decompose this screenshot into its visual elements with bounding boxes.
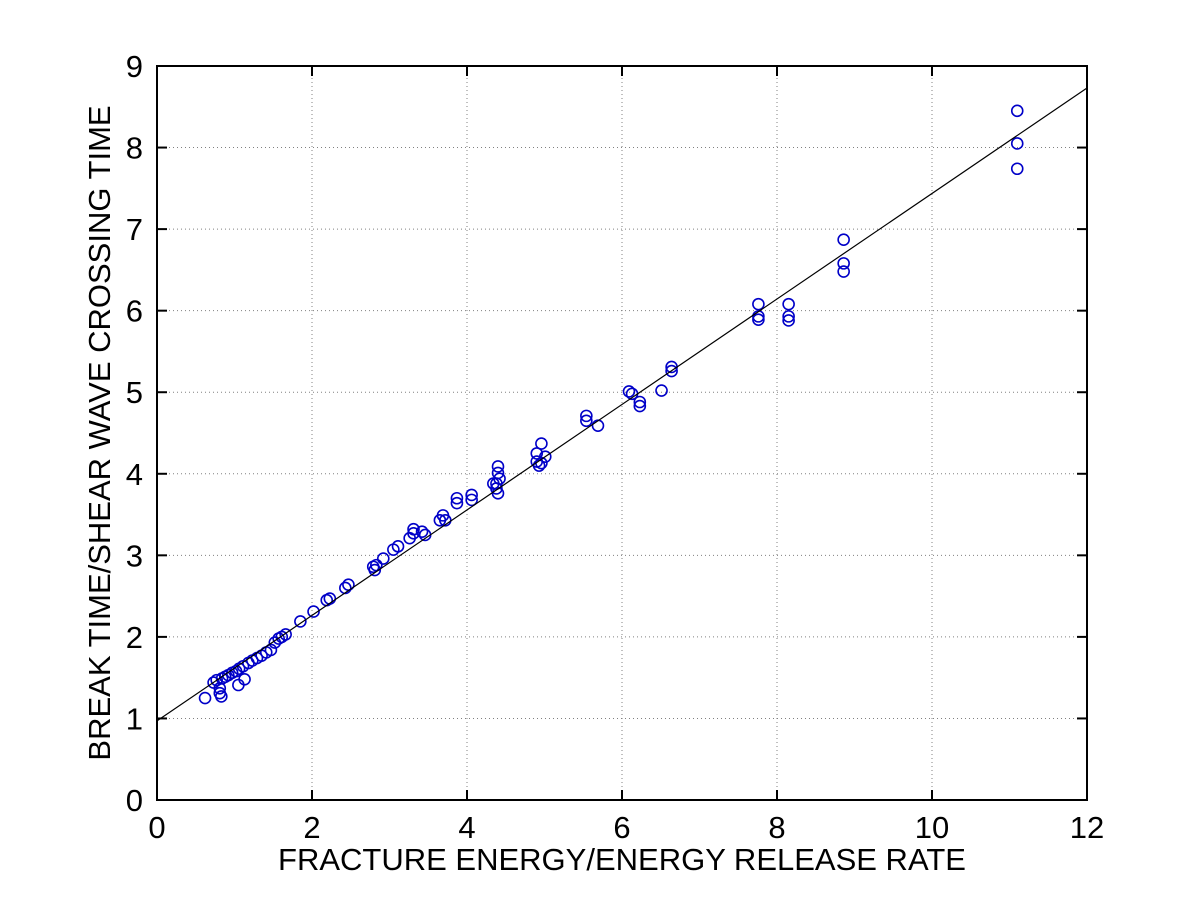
data-point	[215, 690, 228, 703]
data-point	[376, 552, 390, 565]
data-point	[591, 419, 605, 432]
x-tick-label: 2	[303, 810, 320, 845]
y-tick-label: 4	[126, 457, 143, 492]
data-point	[532, 459, 546, 472]
data-point	[1010, 137, 1024, 150]
data-point	[407, 522, 420, 536]
data-point	[450, 491, 464, 505]
data-point	[238, 672, 251, 686]
data-point	[491, 487, 505, 500]
y-tick-label: 5	[126, 375, 143, 410]
data-point	[782, 297, 795, 311]
x-axis-label: FRACTURE ENERGY/ENERGY RELEASE RATE	[278, 842, 966, 877]
x-tick-label: 6	[613, 810, 630, 845]
y-tick-label: 6	[126, 294, 143, 329]
linear-fit	[156, 87, 1088, 722]
data-point	[633, 395, 647, 409]
data-points	[198, 104, 1024, 705]
x-tick-label: 8	[768, 810, 785, 845]
data-point	[530, 447, 544, 460]
data-point	[752, 297, 765, 311]
data-point	[837, 257, 850, 270]
data-point	[580, 414, 593, 428]
data-point	[633, 399, 647, 413]
data-point	[1010, 162, 1024, 176]
data-point	[837, 233, 850, 247]
data-point	[837, 265, 850, 278]
data-point	[279, 628, 292, 641]
y-tick-labels: 0 1 2 3 4 5 6 7 8 9	[126, 49, 143, 818]
data-point	[535, 437, 548, 450]
data-point	[752, 310, 765, 323]
x-tick-labels: 0 2 4 6 8 10 12	[148, 810, 1104, 845]
y-axis-label: BREAK TIME/SHEAR WAVE CROSSING TIME	[82, 105, 117, 760]
data-point	[323, 592, 337, 605]
data-point	[655, 384, 668, 397]
data-point	[294, 615, 307, 628]
data-point	[339, 581, 352, 595]
data-point	[752, 313, 765, 326]
data-point	[391, 540, 405, 553]
data-point	[490, 477, 503, 490]
gridlines	[157, 66, 1087, 800]
data-point	[370, 558, 383, 572]
plot-box	[156, 65, 1088, 801]
data-point	[198, 691, 212, 705]
data-point	[210, 673, 223, 687]
y-tick-label: 7	[126, 212, 143, 247]
data-point	[622, 385, 636, 398]
y-tick-label: 2	[126, 620, 143, 655]
y-tick-label: 8	[126, 131, 143, 166]
data-point	[465, 493, 478, 507]
x-tick-label: 12	[1070, 810, 1104, 845]
y-tick-label: 1	[126, 701, 143, 736]
x-tick-label: 4	[458, 810, 475, 845]
data-point	[465, 488, 478, 502]
data-point	[407, 527, 420, 540]
data-point	[264, 643, 278, 657]
data-point	[415, 525, 429, 538]
data-point	[580, 409, 593, 423]
data-point	[307, 605, 320, 618]
data-point	[1010, 104, 1024, 118]
x-tick-label: 0	[148, 810, 165, 845]
data-point	[782, 310, 795, 323]
data-point	[450, 496, 464, 510]
data-point	[665, 364, 678, 378]
y-tick-label: 9	[126, 49, 143, 84]
data-point	[491, 460, 505, 473]
x-tick-label: 10	[915, 810, 949, 845]
data-point	[782, 314, 795, 327]
y-tick-label: 0	[126, 783, 143, 818]
axis-ticks	[156, 65, 1088, 801]
chart-series	[156, 87, 1088, 722]
y-tick-label: 3	[126, 538, 143, 573]
